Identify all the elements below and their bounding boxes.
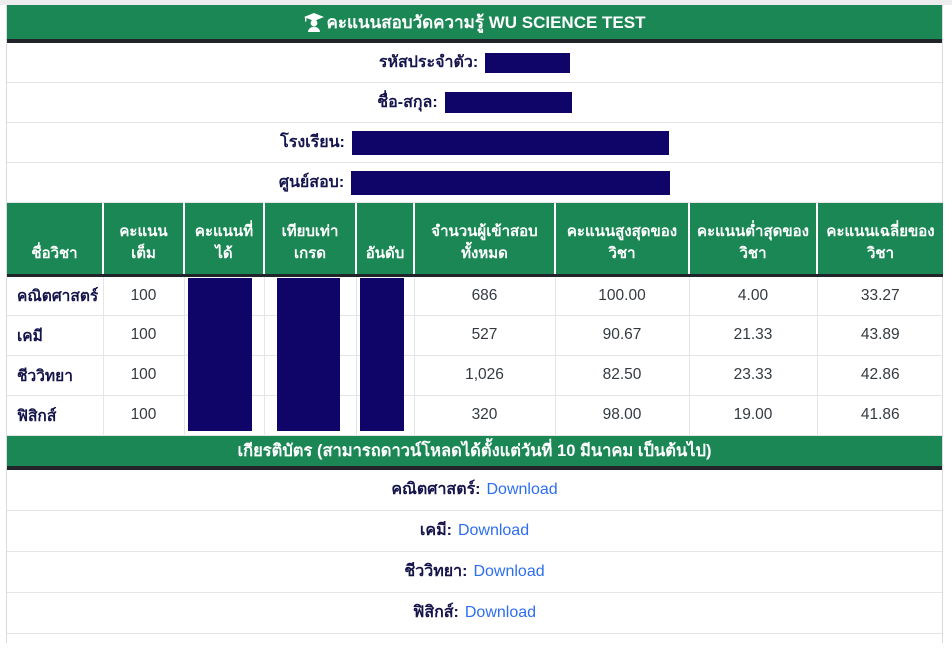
page-title: คะแนนสอบวัดความรู้ WU SCIENCE TEST bbox=[326, 12, 646, 32]
rank-column-redaction bbox=[360, 278, 404, 431]
info-row-exam-center: ศูนย์สอบ: bbox=[7, 163, 942, 203]
certificate-row-chemistry: เคมี: Download bbox=[7, 511, 942, 552]
exam-center-label: ศูนย์สอบ: bbox=[278, 174, 345, 191]
certificate-subject-label: คณิตศาสตร์: bbox=[391, 481, 481, 498]
certificate-subject-label: ชีววิทยา: bbox=[404, 563, 468, 580]
name-redacted-value bbox=[444, 92, 572, 113]
col-header-average-score: คะแนนเฉลี่ยของ วิชา bbox=[817, 203, 943, 277]
table-row-chemistry: เคมี 100 527 90.67 21.33 43.89 bbox=[7, 314, 943, 356]
average-score-cell: 41.86 bbox=[816, 394, 943, 436]
info-row-school: โรงเรียน: bbox=[7, 123, 942, 163]
col-header-total-examinees: จำนวนผู้เข้าสอบ ทั้งหมด bbox=[414, 203, 556, 277]
total-examinees-cell: 686 bbox=[413, 274, 556, 316]
highest-score-cell: 82.50 bbox=[554, 354, 690, 396]
download-link-biology[interactable]: Download bbox=[473, 562, 545, 580]
lowest-score-cell: 19.00 bbox=[688, 394, 818, 436]
certificate-section-header: เกียรติบัตร (สามารถดาวน์โหลดได้ตั้งแต่วั… bbox=[7, 435, 942, 470]
col-header-highest-score: คะแนนสูงสุดของ วิชา bbox=[555, 203, 690, 277]
table-row-biology: ชีววิทยา 100 1,026 82.50 23.33 42.86 bbox=[7, 354, 943, 396]
subject-cell: ฟิสิกส์ bbox=[7, 394, 104, 436]
info-row-name: ชื่อ-สกุล: bbox=[7, 83, 942, 123]
school-label: โรงเรียน: bbox=[280, 134, 345, 151]
col-header-lowest-score: คะแนนต่ำสุดของ วิชา bbox=[689, 203, 818, 277]
lowest-score-cell: 23.33 bbox=[688, 354, 818, 396]
total-examinees-cell: 1,026 bbox=[413, 354, 556, 396]
download-link-chemistry[interactable]: Download bbox=[457, 521, 530, 539]
student-id-label: รหัสประจำตัว: bbox=[378, 54, 479, 71]
highest-score-cell: 90.67 bbox=[554, 314, 690, 356]
col-header-score-obtained: คะแนนที่ ได้ bbox=[184, 203, 265, 277]
table-row-physics: ฟิสิกส์ 100 320 98.00 19.00 41.86 bbox=[7, 394, 943, 436]
certificate-subject-label: เคมี: bbox=[419, 522, 452, 539]
full-score-cell: 100 bbox=[102, 394, 185, 436]
col-header-rank: อันดับ bbox=[356, 203, 415, 277]
download-link-physics[interactable]: Download bbox=[464, 603, 537, 621]
col-header-subject: ชื่อวิชา bbox=[7, 203, 104, 277]
subject-cell: คณิตศาสตร์ bbox=[7, 274, 104, 316]
full-score-cell: 100 bbox=[102, 274, 185, 316]
grade-column-redaction bbox=[277, 278, 340, 431]
average-score-cell: 43.89 bbox=[816, 314, 943, 356]
info-row-student-id: รหัสประจำตัว: bbox=[7, 43, 942, 83]
full-score-cell: 100 bbox=[102, 354, 185, 396]
col-header-grade-equivalent: เทียบเท่า เกรด bbox=[264, 203, 357, 277]
highest-score-cell: 98.00 bbox=[554, 394, 690, 436]
download-link-math[interactable]: Download bbox=[486, 480, 558, 498]
certificate-row-physics: ฟิสิกส์: Download bbox=[7, 593, 942, 634]
col-header-full-score: คะแนน เต็ม bbox=[103, 203, 185, 277]
subject-cell: เคมี bbox=[7, 314, 104, 356]
total-examinees-cell: 320 bbox=[413, 394, 556, 436]
page-title-band: คะแนนสอบวัดความรู้ WU SCIENCE TEST bbox=[7, 5, 942, 43]
table-row-math: คณิตศาสตร์ 100 686 100.00 4.00 33.27 bbox=[7, 274, 943, 316]
user-graduate-icon bbox=[303, 12, 324, 32]
score-column-redaction bbox=[188, 278, 252, 431]
total-examinees-cell: 527 bbox=[413, 314, 556, 356]
certificate-subject-label: ฟิสิกส์: bbox=[412, 604, 459, 621]
score-table-header-row: ชื่อวิชา คะแนน เต็ม คะแนนที่ ได้ เทียบเท่า… bbox=[7, 203, 943, 277]
certificate-row-biology: ชีววิทยา: Download bbox=[7, 552, 942, 593]
subject-cell: ชีววิทยา bbox=[7, 354, 104, 396]
average-score-cell: 33.27 bbox=[816, 274, 943, 316]
score-table: ชื่อวิชา คะแนน เต็ม คะแนนที่ ได้ เทียบเท่า… bbox=[7, 203, 943, 436]
results-card: คะแนนสอบวัดความรู้ WU SCIENCE TEST รหัสป… bbox=[6, 5, 943, 643]
lowest-score-cell: 21.33 bbox=[688, 314, 818, 356]
full-score-cell: 100 bbox=[102, 314, 185, 356]
school-redacted-value bbox=[351, 130, 669, 155]
score-table-wrap: ชื่อวิชา คะแนน เต็ม คะแนนที่ ได้ เทียบเท่า… bbox=[7, 203, 943, 436]
lowest-score-cell: 4.00 bbox=[688, 274, 818, 316]
student-id-redacted-value bbox=[485, 52, 571, 73]
page-top-strip bbox=[0, 0, 952, 5]
exam-center-redacted-value bbox=[351, 170, 671, 195]
certificate-row-math: คณิตศาสตร์: Download bbox=[7, 470, 942, 511]
highest-score-cell: 100.00 bbox=[554, 274, 690, 316]
name-label: ชื่อ-สกุล: bbox=[377, 94, 438, 111]
average-score-cell: 42.86 bbox=[816, 354, 943, 396]
